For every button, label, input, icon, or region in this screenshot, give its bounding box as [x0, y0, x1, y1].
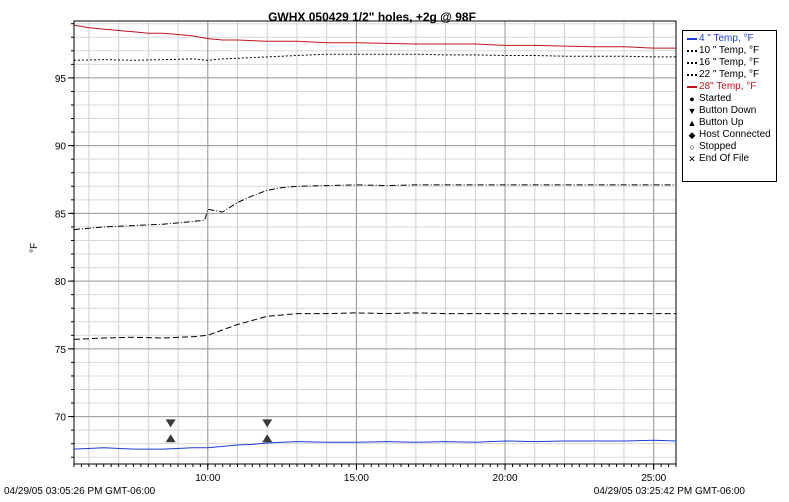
legend-item-event: ✕ End Of File: [687, 153, 772, 165]
legend-item-series-4: 22 " Temp, °F: [687, 69, 772, 81]
legend-swatch: [687, 38, 697, 40]
x-tick-label: 10:00: [195, 473, 220, 484]
y-tick-label: 90: [55, 142, 67, 153]
legend-label: 22 " Temp, °F: [699, 69, 760, 80]
series-line-3: [73, 312, 676, 340]
legend-swatch: [687, 50, 697, 52]
x-tick-label: 25:00: [641, 473, 666, 484]
series-line-2: [73, 53, 676, 61]
legend-event-icon: ▼: [687, 106, 697, 116]
legend-label: 16 " Temp, °F: [699, 57, 760, 68]
legend-label: End Of File: [699, 153, 750, 164]
legend-label: 28" Temp, °F: [699, 81, 757, 92]
legend-item-event: ● Started: [687, 93, 772, 105]
legend-label: Button Down: [699, 105, 757, 116]
grid: [74, 21, 676, 464]
button-down-marker: [262, 419, 273, 428]
legend-item-event: ▼ Button Down: [687, 105, 772, 117]
series-line-5: [73, 24, 676, 49]
legend-item-series-2: 10 " Temp, °F: [687, 45, 772, 57]
y-tick-label: 75: [55, 345, 67, 356]
series-line-4: [73, 184, 676, 231]
legend-swatch: [687, 86, 697, 88]
legend-label: 4 " Temp, °F: [699, 33, 754, 44]
y-tick-label: 85: [55, 209, 67, 220]
legend-label: Host Connected: [699, 129, 771, 140]
legend-label: 10 " Temp, °F: [699, 45, 760, 56]
y-tick-label: 95: [55, 74, 67, 85]
x-tick-label: 20:00: [493, 473, 518, 484]
legend-label: Button Up: [699, 117, 744, 128]
y-axis-label: °F: [29, 243, 40, 253]
legend-event-icon: ●: [689, 94, 695, 104]
chart-title: GWHX 050429 1/2" holes, +2g @ 98F: [268, 10, 476, 24]
axes: 70 75 80 85 90 95 10:00 15:00 20:00 25:00: [55, 23, 677, 484]
x-tick-label: 15:00: [344, 473, 369, 484]
marker-layer: [165, 419, 273, 443]
legend: 4 " Temp, °F 10 " Temp, °F 16 " Temp, °F 22…: [682, 30, 777, 182]
legend-item-series-1: 4 " Temp, °F: [687, 33, 772, 45]
plot-frame: [73, 20, 677, 465]
end-timestamp: 04/29/05 03:25:42 PM GMT-06:00: [594, 486, 746, 497]
legend-event-icon: ▲: [687, 118, 697, 128]
legend-item-series-3: 16 " Temp, °F: [687, 57, 772, 69]
legend-event-icon: ◆: [688, 130, 696, 140]
legend-event-icon: ✕: [688, 154, 696, 164]
legend-swatch: [687, 62, 697, 64]
button-up-marker: [165, 434, 176, 443]
legend-event-icon: ○: [689, 142, 695, 152]
legend-label: Stopped: [699, 141, 737, 152]
start-timestamp: 04/29/05 03:05:26 PM GMT-06:00: [4, 486, 156, 497]
legend-item-series-5: 28" Temp, °F: [687, 81, 772, 93]
series-layer: [73, 24, 677, 450]
legend-item-event: ○ Stopped: [687, 141, 772, 153]
y-tick-label: 70: [55, 413, 67, 424]
button-up-marker: [262, 434, 273, 443]
series-line-1: [73, 439, 677, 450]
legend-item-event: ◆ Host Connected: [687, 129, 772, 141]
legend-item-event: ▲ Button Up: [687, 117, 772, 129]
button-down-marker: [165, 419, 176, 428]
y-tick-label: 80: [55, 277, 67, 288]
legend-swatch: [687, 74, 697, 76]
legend-label: Started: [699, 93, 732, 104]
